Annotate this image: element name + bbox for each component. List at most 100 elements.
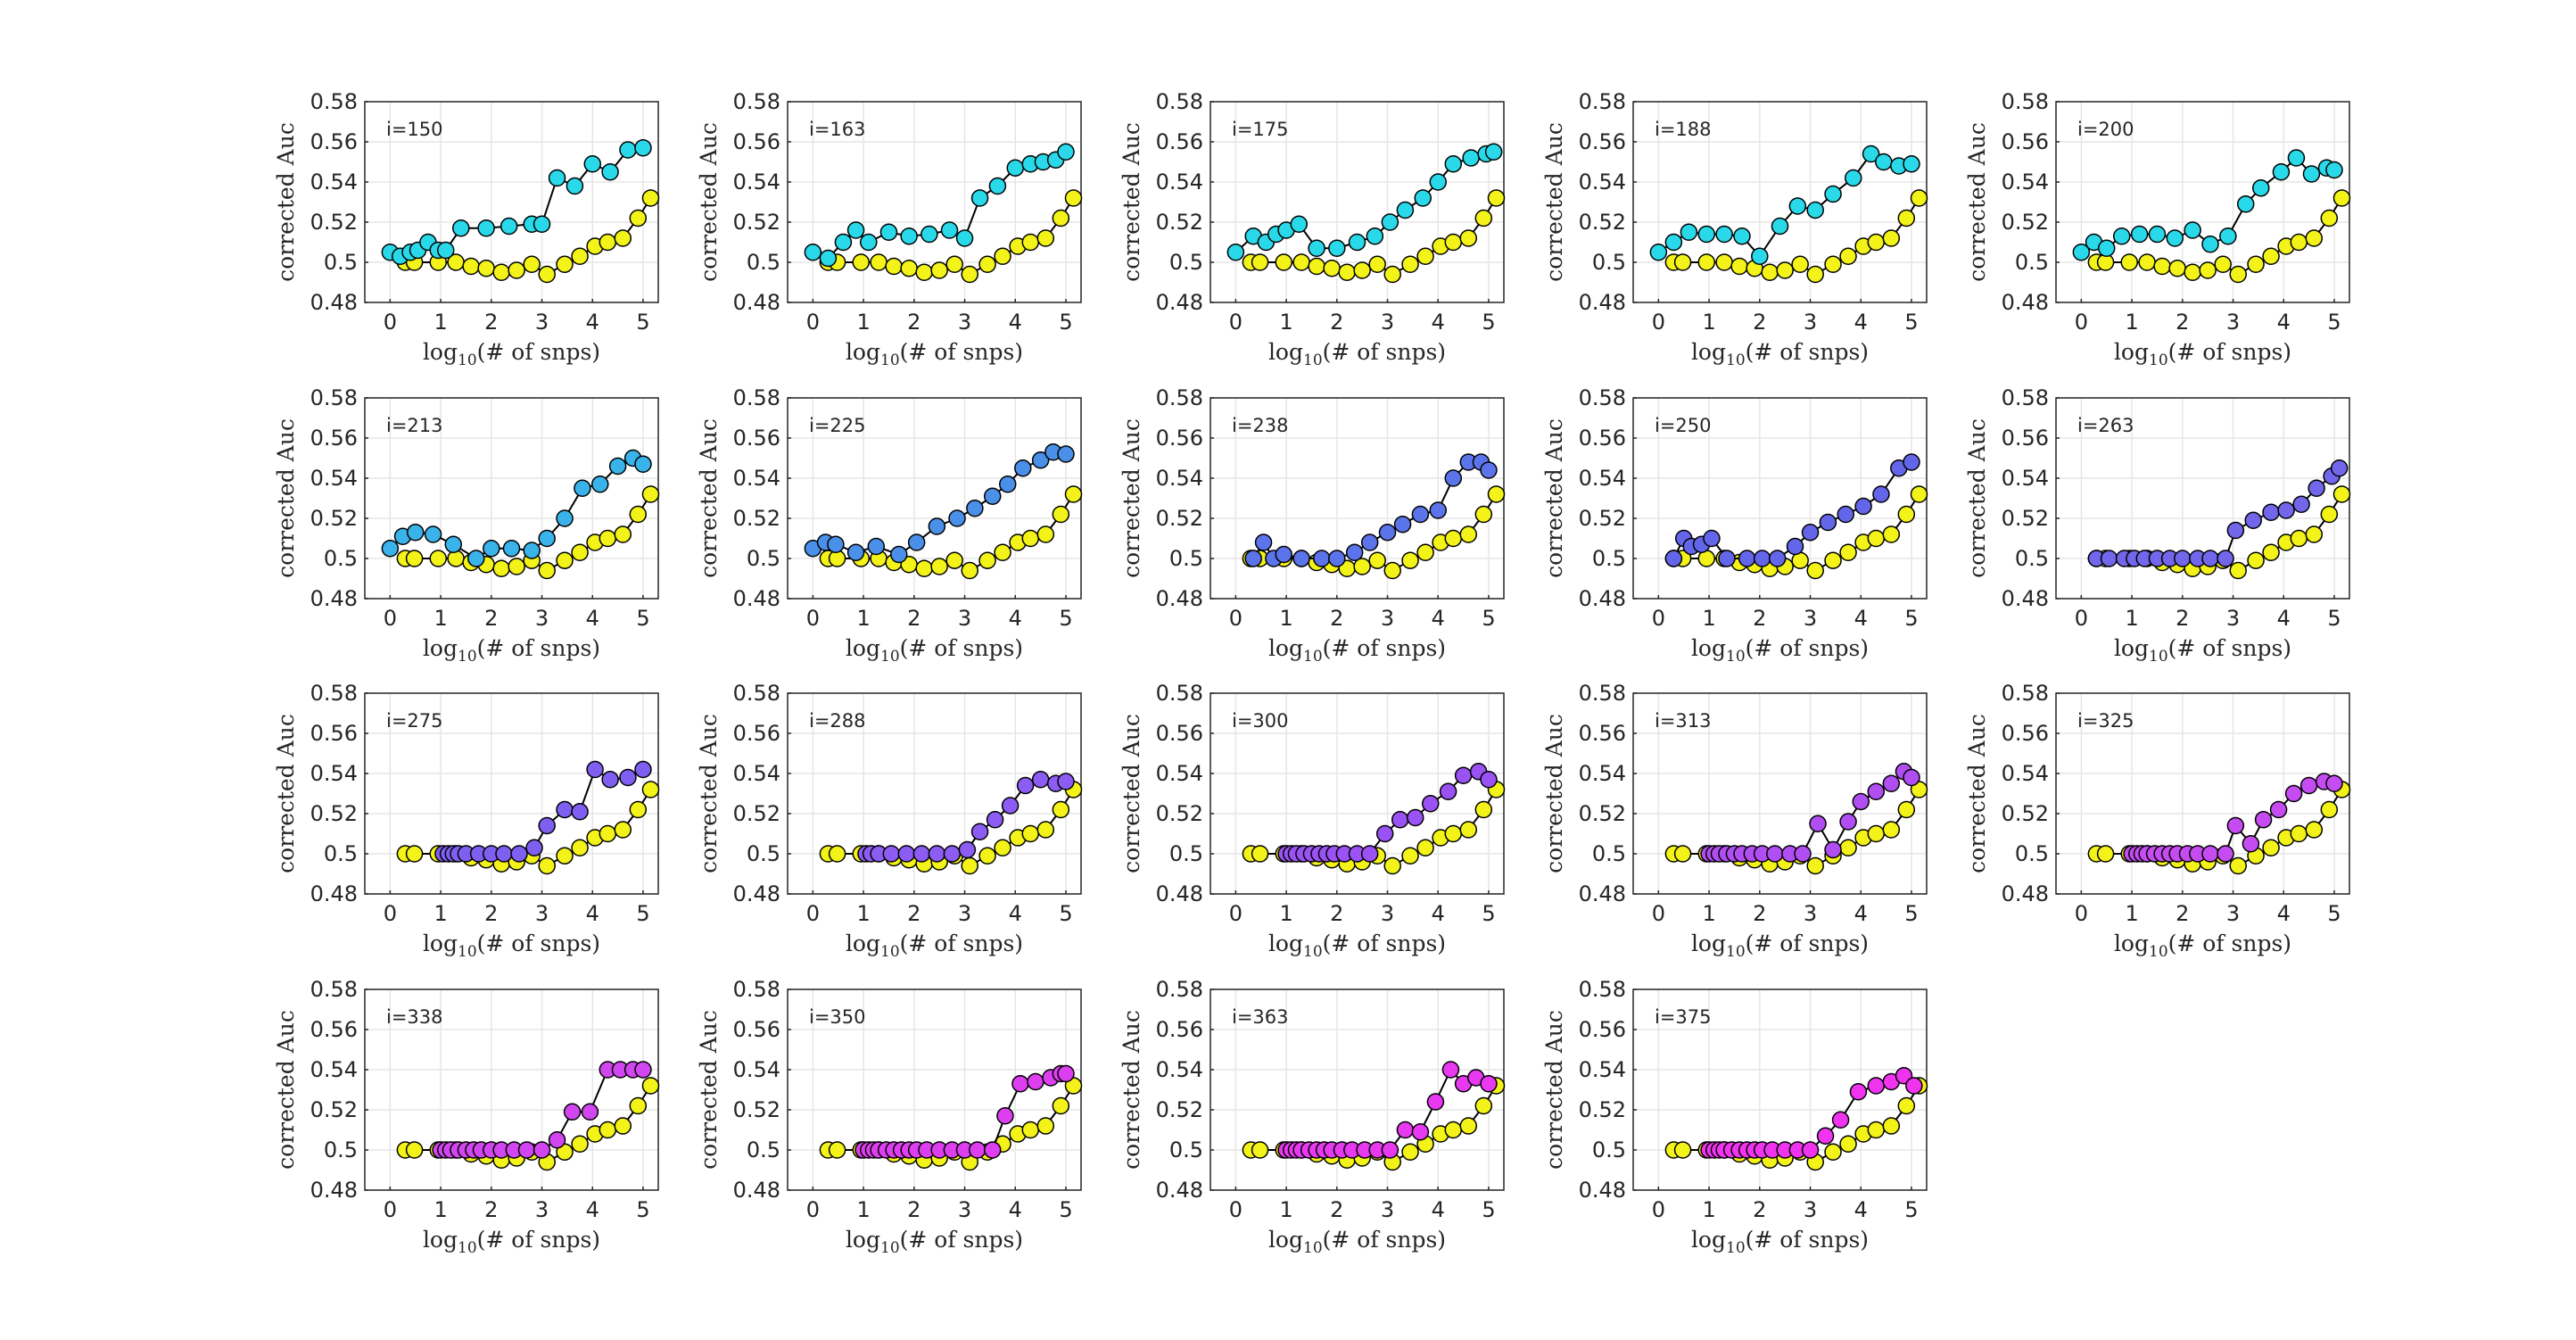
x-tick-label: 5 (1059, 310, 1072, 335)
panel-2: 0 1 2 3 4 5 0.48 0.5 0.52 0.54 0.56 0.58 log10(# of … (696, 89, 1083, 369)
series-group (1664, 1067, 1928, 1171)
x-tick-label: 4 (1432, 901, 1445, 926)
series-point (477, 219, 495, 237)
baseline-point (1882, 525, 1901, 543)
baseline-point (2290, 529, 2308, 548)
y-tick-label: 0.56 (733, 426, 780, 451)
x-tick-label: 3 (1804, 1197, 1817, 1222)
y-tick-label: 0.52 (310, 1097, 358, 1122)
series-point (2217, 845, 2234, 863)
x-tick-label: 1 (433, 1197, 447, 1222)
series-point (1715, 225, 1733, 244)
series-point (1786, 537, 1804, 556)
y-tick-label: 0.48 (1579, 586, 1626, 611)
y-tick-label: 0.58 (733, 385, 780, 410)
baseline-point (1383, 561, 1401, 580)
y-tick-label: 0.54 (310, 761, 358, 786)
baseline-point (1401, 1143, 1419, 1161)
baseline-point (828, 845, 846, 863)
baseline-point (641, 1077, 660, 1095)
x-tick-label: 1 (433, 310, 447, 335)
y-axis-label: corrected Auc (696, 418, 722, 578)
series-point (1328, 550, 1346, 567)
y-axis-label: corrected Auc (1119, 714, 1144, 873)
x-axis-label: log10(# of snps) (1268, 1227, 1446, 1257)
series-point (1480, 461, 1498, 479)
x-tick-label: 0 (384, 606, 397, 631)
y-tick-label: 0.5 (1169, 250, 1203, 275)
x-tick-label: 2 (1753, 1197, 1766, 1222)
series-point (986, 811, 1004, 829)
baseline-point (2305, 229, 2324, 247)
y-tick-label: 0.48 (1579, 881, 1626, 906)
y-tick-label: 0.52 (1579, 506, 1626, 531)
baseline-point (571, 543, 589, 561)
series-point (510, 845, 528, 863)
series-point (955, 229, 974, 247)
x-tick-label: 4 (1432, 606, 1445, 631)
x-tick-label: 1 (2125, 606, 2138, 631)
y-tick-label: 0.54 (733, 466, 780, 491)
y-tick-label: 0.48 (1156, 586, 1203, 611)
x-tick-label: 5 (1059, 1197, 1072, 1222)
series-point (523, 542, 541, 559)
baseline-point (2247, 255, 2265, 273)
baseline-point (629, 505, 648, 524)
series-group (1664, 453, 1928, 580)
x-axis-label: log10(# of snps) (2114, 635, 2291, 666)
series-point (437, 241, 455, 260)
series-point (1031, 771, 1050, 789)
baseline-point (1867, 529, 1886, 548)
x-tick-label: 4 (1009, 310, 1022, 335)
series-point (882, 845, 901, 863)
baseline-point (2290, 233, 2308, 252)
y-tick-label: 0.54 (1156, 170, 1203, 194)
x-axis-label: log10(# of snps) (2114, 339, 2291, 369)
baseline-point (1308, 257, 1325, 276)
series-point (591, 476, 609, 493)
baseline-point (538, 265, 556, 284)
y-tick-label: 0.56 (1156, 1017, 1203, 1042)
baseline-point (1673, 845, 1692, 863)
series-point (1057, 1064, 1075, 1083)
baseline-point (870, 253, 888, 271)
y-tick-label: 0.54 (310, 170, 358, 194)
panel-13: 0 1 2 3 4 5 0.48 0.5 0.52 0.54 0.56 0.58 log10(# of … (1119, 681, 1506, 961)
panel-4: 0 1 2 3 4 5 0.48 0.5 0.52 0.54 0.56 0.58 log10(# of … (1541, 89, 1928, 369)
baseline-point (1444, 233, 1463, 252)
y-tick-label: 0.58 (2002, 89, 2049, 114)
baseline-point (1021, 1121, 1040, 1139)
series-point (1057, 773, 1075, 790)
series-group (381, 449, 660, 580)
baseline-point (978, 847, 996, 864)
x-tick-label: 3 (958, 310, 971, 335)
y-tick-label: 0.58 (1156, 977, 1203, 1002)
y-tick-label: 0.48 (310, 881, 358, 906)
baseline-point (1459, 821, 1478, 839)
panel-6: 0 1 2 3 4 5 0.48 0.5 0.52 0.54 0.56 0.58 log10(# of … (273, 385, 660, 666)
baseline-point (1052, 505, 1070, 524)
panel-label: i=375 (1655, 1006, 1712, 1028)
series-point (834, 233, 853, 252)
baseline-point (1824, 255, 1842, 273)
baseline-point (1806, 561, 1824, 580)
series-point (1429, 173, 1448, 191)
series-point (1366, 227, 1384, 245)
x-tick-label: 3 (1804, 310, 1817, 335)
series-point (1903, 768, 1920, 787)
y-tick-label: 0.54 (733, 170, 780, 194)
y-tick-label: 0.48 (2002, 586, 2049, 611)
series-point (900, 227, 918, 245)
x-tick-label: 0 (2075, 901, 2088, 926)
series-point (1751, 247, 1769, 265)
baseline-point (556, 847, 574, 864)
y-tick-label: 0.56 (1579, 1017, 1626, 1042)
series-point (601, 163, 619, 181)
x-tick-label: 5 (1482, 310, 1495, 335)
series-point (533, 1141, 551, 1159)
y-tick-label: 0.58 (733, 89, 780, 114)
series-point (1426, 1093, 1445, 1111)
y-tick-label: 0.54 (2002, 466, 2049, 491)
series-group (396, 1061, 660, 1171)
baseline-point (1882, 229, 1901, 247)
